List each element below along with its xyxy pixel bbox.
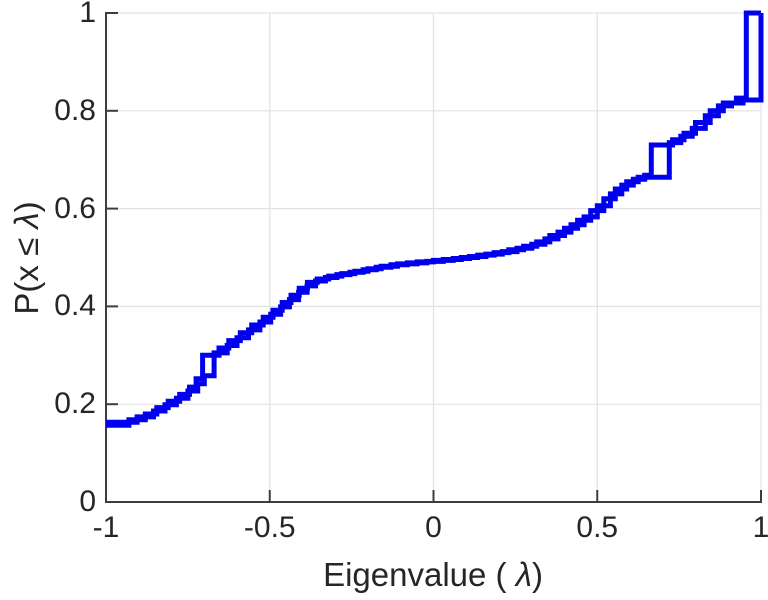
x-tick-label-1: 1 <box>752 511 768 544</box>
x-axis-label-text: Eigenvalue ( <box>323 556 516 593</box>
y-tick-label-0.4: 0.4 <box>54 289 96 323</box>
y-tick-label-0.6: 0.6 <box>54 191 96 225</box>
x-tick-label--0.5: -0.5 <box>243 511 296 544</box>
y-tick-label-0.8: 0.8 <box>54 93 96 127</box>
x-axis-label-close: ) <box>531 556 543 593</box>
x-tick-label--1: -1 <box>92 511 120 544</box>
y-tick-label-1: 1 <box>79 0 96 29</box>
ecdf-stairs-line-2 <box>106 13 764 425</box>
x-axis-label: Eigenvalue ( λ) <box>323 556 543 594</box>
y-tick-label-0: 0 <box>79 485 96 518</box>
y-tick-label-0.2: 0.2 <box>54 387 96 421</box>
x-tick-label-0.5: 0.5 <box>576 511 619 544</box>
x-axis-lambda-symbol: λ <box>515 556 532 593</box>
x-tick-label-0: 0 <box>425 511 442 544</box>
